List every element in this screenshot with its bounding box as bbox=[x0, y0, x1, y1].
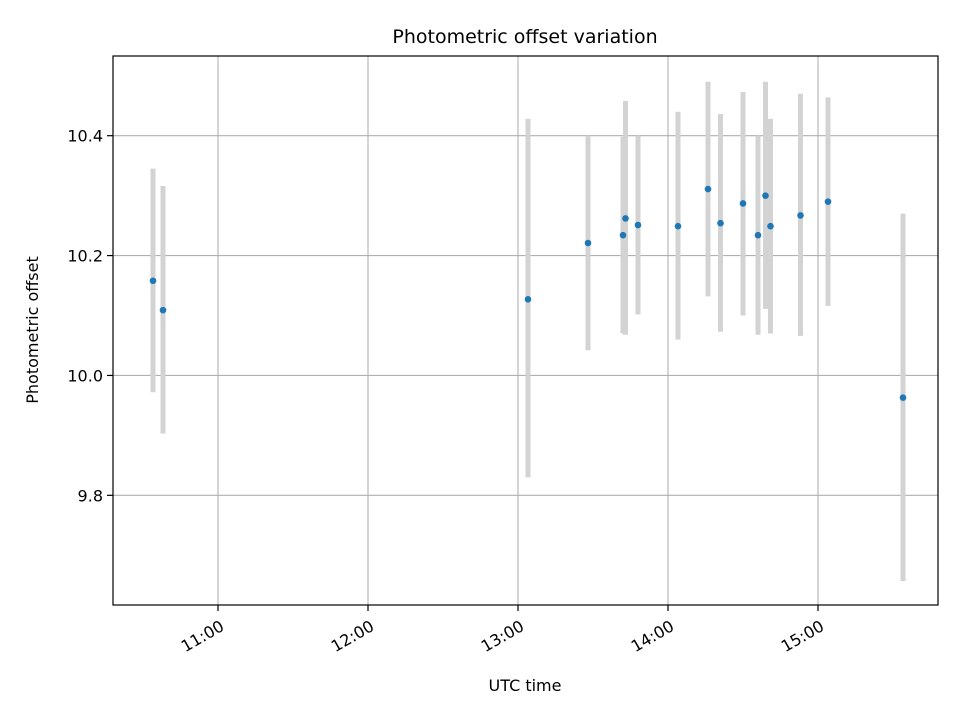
error-bars bbox=[150, 81, 906, 582]
y-tick-label: 10.4 bbox=[67, 127, 103, 146]
data-point bbox=[717, 219, 724, 227]
data-points bbox=[149, 185, 907, 401]
data-point bbox=[584, 239, 592, 247]
x-tick-label: 13:00 bbox=[478, 616, 527, 656]
data-point bbox=[159, 306, 167, 314]
data-point bbox=[797, 212, 804, 219]
data-point bbox=[824, 198, 832, 205]
y-axis-label: Photometric offset bbox=[23, 256, 42, 404]
data-point bbox=[754, 231, 762, 239]
y-tick-label: 10.0 bbox=[67, 366, 103, 385]
data-point bbox=[704, 185, 712, 193]
plot-frame bbox=[112, 55, 939, 606]
data-point bbox=[762, 192, 769, 199]
data-point bbox=[674, 222, 682, 230]
data-point bbox=[634, 221, 642, 229]
data-point bbox=[619, 231, 627, 239]
y-axis-ticks: 9.8 10.0 10.2 10.4 bbox=[67, 127, 113, 505]
y-tick-label: 10.2 bbox=[67, 247, 103, 266]
x-axis-ticks: 11:00 12:00 13:00 14:00 15:00 bbox=[178, 605, 827, 656]
x-tick-label: 12:00 bbox=[328, 616, 377, 656]
x-tick-label: 14:00 bbox=[628, 616, 677, 656]
x-tick-label: 15:00 bbox=[778, 616, 827, 656]
data-point bbox=[767, 222, 774, 230]
data-point bbox=[739, 200, 747, 207]
chart-title: Photometric offset variation bbox=[392, 26, 657, 48]
data-point bbox=[899, 394, 907, 401]
data-point bbox=[524, 296, 532, 303]
x-tick-label: 11:00 bbox=[178, 616, 227, 656]
y-tick-label: 9.8 bbox=[78, 486, 103, 505]
data-point bbox=[622, 215, 629, 222]
x-axis-label: UTC time bbox=[489, 676, 562, 695]
data-point bbox=[149, 277, 157, 285]
